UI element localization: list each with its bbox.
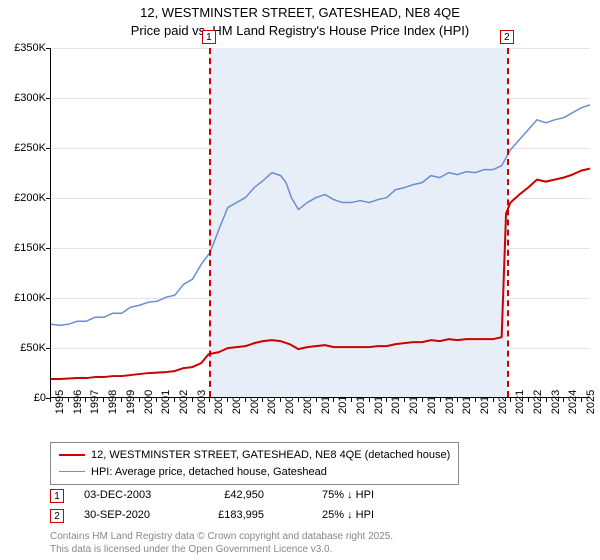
x-tick-mark: [85, 398, 86, 402]
x-tick-mark: [103, 398, 104, 402]
y-tick-label: £100K: [2, 292, 46, 304]
x-tick-mark: [386, 398, 387, 402]
x-tick-mark: [440, 398, 441, 402]
y-tick-label: £300K: [2, 92, 46, 104]
hpi-line: [51, 105, 590, 325]
line-series: [51, 48, 590, 397]
x-tick-mark: [227, 398, 228, 402]
x-tick-mark: [404, 398, 405, 402]
attribution-line2: This data is licensed under the Open Gov…: [50, 543, 393, 556]
transaction-date: 30-SEP-2020: [84, 506, 174, 526]
x-tick-mark: [280, 398, 281, 402]
x-tick-mark: [510, 398, 511, 402]
x-tick-mark: [316, 398, 317, 402]
legend-label-hpi: HPI: Average price, detached house, Gate…: [91, 464, 327, 481]
title-line1: 12, WESTMINSTER STREET, GATESHEAD, NE8 4…: [0, 4, 600, 22]
attribution-line1: Contains HM Land Registry data © Crown c…: [50, 530, 393, 543]
legend-row-hpi: HPI: Average price, detached house, Gate…: [59, 464, 450, 481]
x-tick-mark: [245, 398, 246, 402]
price-chart: 12, WESTMINSTER STREET, GATESHEAD, NE8 4…: [0, 0, 600, 560]
y-tick-label: £200K: [2, 192, 46, 204]
legend-swatch-hpi: [59, 471, 85, 472]
transaction-marker-badge: 1: [202, 30, 216, 44]
price-paid-line: [51, 169, 590, 379]
x-tick-mark: [422, 398, 423, 402]
legend-swatch-price-paid: [59, 454, 85, 456]
transaction-row: 2 30-SEP-2020 £183,995 25% ↓ HPI: [50, 506, 374, 526]
x-tick-mark: [528, 398, 529, 402]
x-tick-mark: [298, 398, 299, 402]
plot-area: 12: [50, 48, 590, 398]
x-tick-mark: [174, 398, 175, 402]
y-tick-label: £350K: [2, 42, 46, 54]
x-tick-mark: [351, 398, 352, 402]
transaction-badge: 2: [50, 509, 64, 523]
legend-row-price-paid: 12, WESTMINSTER STREET, GATESHEAD, NE8 4…: [59, 447, 450, 464]
x-tick-mark: [121, 398, 122, 402]
x-tick-mark: [156, 398, 157, 402]
x-tick-mark: [333, 398, 334, 402]
transaction-price: £183,995: [194, 506, 264, 526]
y-tick-label: £0: [2, 392, 46, 404]
transaction-marker-line: [209, 48, 211, 397]
y-tick-label: £50K: [2, 342, 46, 354]
y-tick-label: £150K: [2, 242, 46, 254]
x-tick-mark: [546, 398, 547, 402]
legend-label-price-paid: 12, WESTMINSTER STREET, GATESHEAD, NE8 4…: [91, 447, 450, 464]
x-tick-mark: [139, 398, 140, 402]
x-tick-mark: [475, 398, 476, 402]
attribution: Contains HM Land Registry data © Crown c…: [50, 530, 393, 556]
x-tick-mark: [457, 398, 458, 402]
legend: 12, WESTMINSTER STREET, GATESHEAD, NE8 4…: [50, 442, 459, 485]
x-tick-mark: [581, 398, 582, 402]
x-tick-mark: [209, 398, 210, 402]
transaction-badge: 1: [50, 489, 64, 503]
x-tick-mark: [563, 398, 564, 402]
transaction-hpi-diff: 25% ↓ HPI: [284, 506, 374, 526]
transaction-marker-line: [507, 48, 509, 397]
transaction-row: 1 03-DEC-2003 £42,950 75% ↓ HPI: [50, 486, 374, 506]
x-tick-mark: [192, 398, 193, 402]
transaction-hpi-diff: 75% ↓ HPI: [284, 486, 374, 506]
transactions-table: 1 03-DEC-2003 £42,950 75% ↓ HPI 2 30-SEP-2020…: [50, 486, 374, 526]
x-tick-mark: [50, 398, 51, 402]
transaction-price: £42,950: [194, 486, 264, 506]
transaction-date: 03-DEC-2003: [84, 486, 174, 506]
x-tick-mark: [68, 398, 69, 402]
x-tick-mark: [369, 398, 370, 402]
x-tick-mark: [262, 398, 263, 402]
x-tick-mark: [493, 398, 494, 402]
y-tick-label: £250K: [2, 142, 46, 154]
transaction-marker-badge: 2: [500, 30, 514, 44]
